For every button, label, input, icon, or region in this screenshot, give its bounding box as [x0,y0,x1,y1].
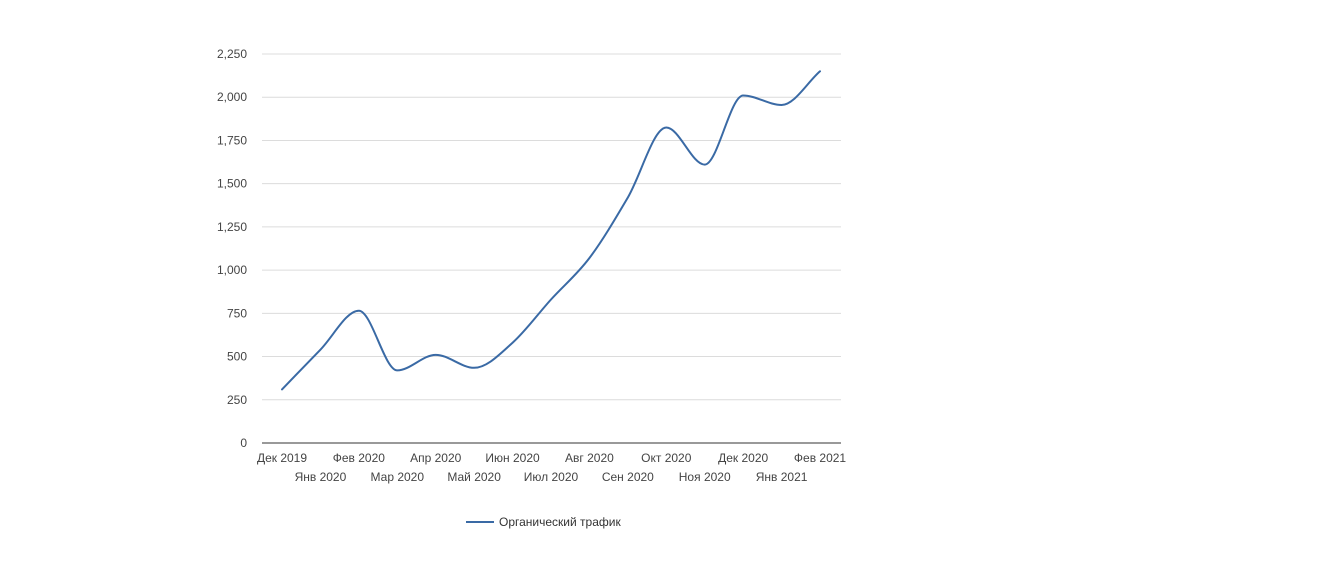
data-point[interactable] [317,347,323,353]
x-tick-label: Май 2020 [447,470,501,484]
data-point[interactable] [510,340,516,346]
data-point[interactable] [663,124,669,130]
data-point[interactable] [779,102,785,108]
x-tick-label: Мар 2020 [371,470,425,484]
y-tick-label: 2,000 [217,90,247,104]
x-tick-label: Авг 2020 [565,451,614,465]
data-point[interactable] [433,352,439,358]
x-tick-label: Дек 2019 [257,451,307,465]
x-tick-label: Ноя 2020 [679,470,731,484]
series-layer [279,68,823,392]
x-tick-label: Фев 2021 [794,451,847,465]
grid-lines [262,53,841,401]
y-tick-label: 0 [240,436,247,450]
data-point[interactable] [625,194,631,200]
x-tick-label: Окт 2020 [641,451,692,465]
data-point[interactable] [279,386,285,392]
x-tick-label: Июн 2020 [485,451,540,465]
y-tick-label: 1,000 [217,263,247,277]
data-point[interactable] [817,68,823,74]
y-tick-label: 1,750 [217,133,247,147]
data-point[interactable] [740,92,746,98]
data-point[interactable] [471,365,477,371]
x-tick-label: Янв 2020 [295,470,347,484]
y-tick-label: 250 [227,393,247,407]
x-axis-ticks: Дек 2019 Янв 2020 Фев 2020 Мар 2020 Апр 2020… [257,451,846,484]
x-tick-label: Сен 2020 [602,470,654,484]
series-line[interactable] [281,70,821,391]
legend-label: Органический трафик [499,515,621,529]
y-tick-label: 1,500 [217,177,247,191]
data-point[interactable] [702,162,708,168]
data-point[interactable] [394,367,400,373]
y-tick-label: 1,250 [217,220,247,234]
x-tick-label: Янв 2021 [756,470,808,484]
data-point[interactable] [548,297,554,303]
data-point[interactable] [356,308,362,314]
x-tick-label: Апр 2020 [410,451,462,465]
y-tick-label: 2,250 [217,47,247,61]
legend[interactable]: Органический трафик [466,515,621,529]
x-tick-label: Июл 2020 [524,470,579,484]
x-tick-label: Фев 2020 [333,451,386,465]
y-tick-label: 500 [227,350,247,364]
data-point[interactable] [586,255,592,261]
y-tick-label: 750 [227,306,247,320]
x-tick-label: Дек 2020 [718,451,768,465]
y-axis-ticks: 0 250 500 750 1,000 1,250 1,500 1,750 2,000 2,250 [217,47,247,450]
